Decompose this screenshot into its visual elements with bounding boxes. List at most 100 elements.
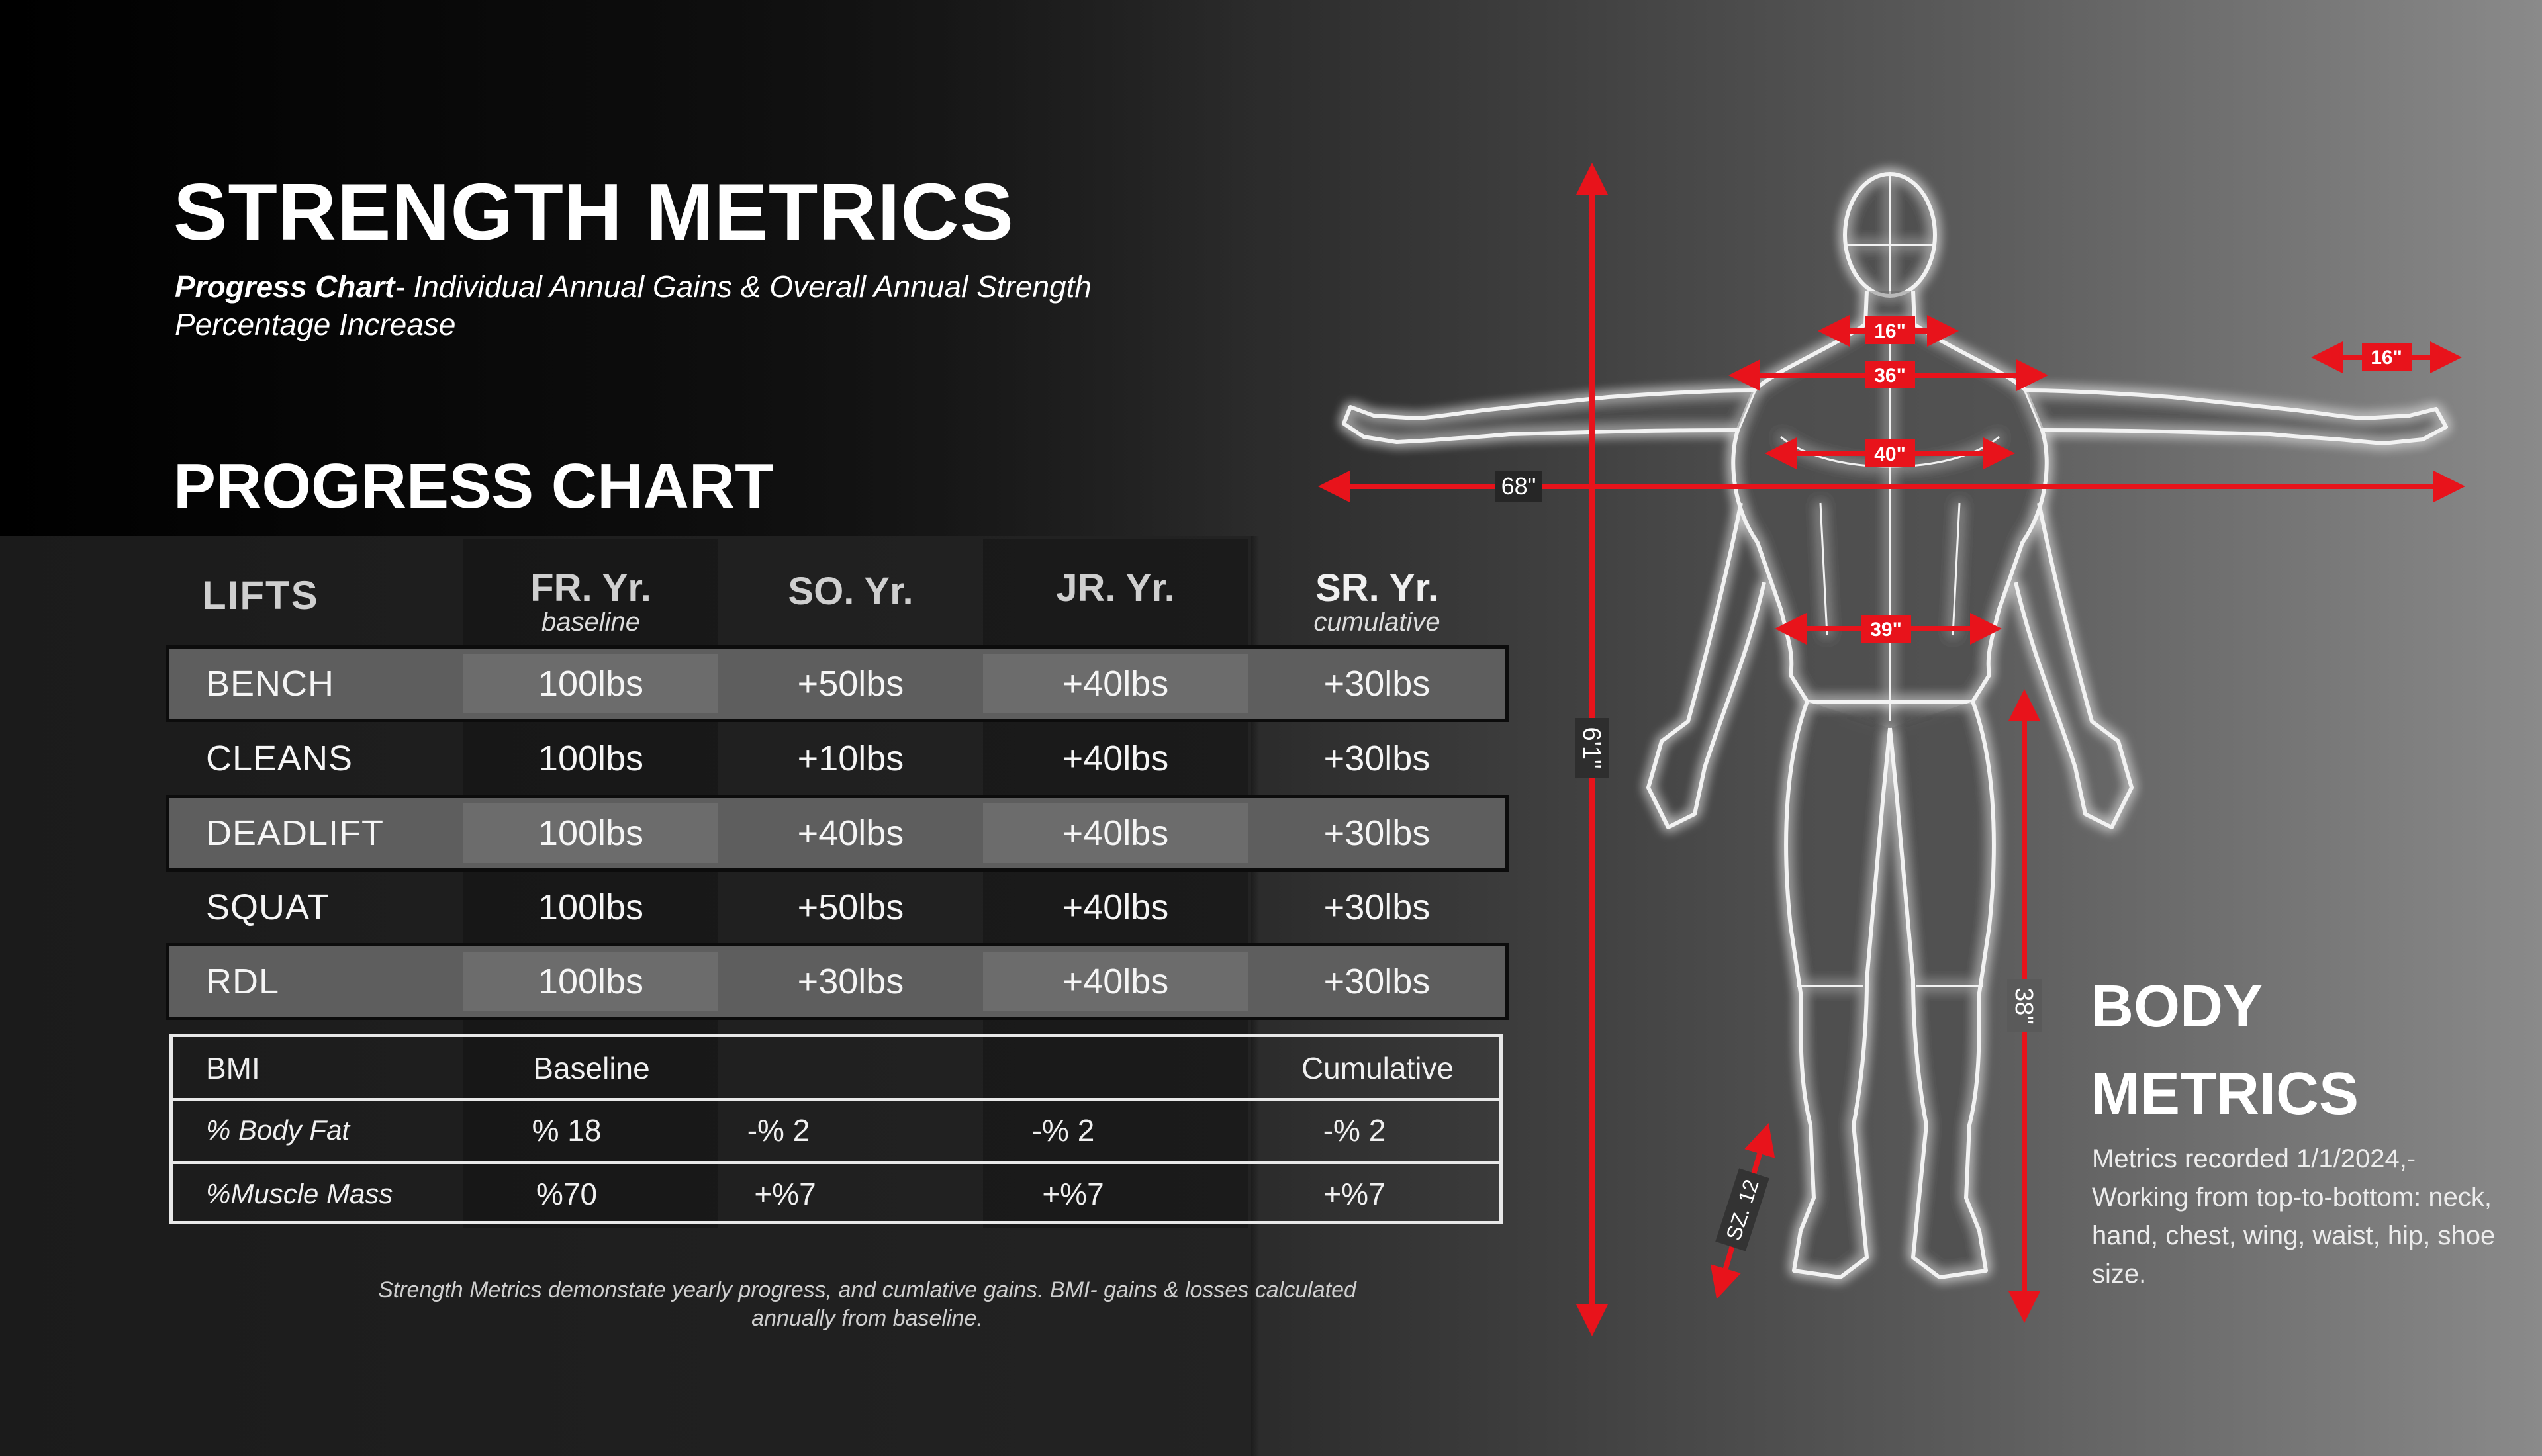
bmi-label: %Muscle Mass: [206, 1178, 393, 1209]
header-jr: JR. Yr.: [983, 566, 1248, 610]
table-row: DEADLIFT 100lbs +40lbs +40lbs +30lbs: [166, 795, 1509, 872]
bmi-row: BMI Baseline Cumulative: [173, 1037, 1499, 1099]
lift-value: 100lbs: [538, 739, 644, 778]
bmi-value: +%7: [1323, 1177, 1386, 1211]
neck-label-box: [1865, 316, 1915, 344]
shoe-label-box: [1715, 1168, 1769, 1251]
bmi-divider: [173, 1161, 1499, 1164]
lift-value: 100lbs: [538, 887, 644, 927]
shoe-label-group: SZ. 12: [1715, 1168, 1769, 1251]
hand-label-box: [2362, 343, 2412, 371]
body-metrics-title: BODY METRICS: [2091, 963, 2359, 1138]
cell-background: [983, 803, 1248, 863]
cell-background: [463, 654, 718, 713]
lift-value: +40lbs: [1062, 739, 1169, 778]
hip-label-box: [1861, 615, 1911, 643]
lift-value: +40lbs: [1062, 813, 1169, 853]
figure-lower-right-arm: [2014, 502, 2134, 829]
bmi-label: BMI: [206, 1051, 260, 1085]
chest-label: 36": [1874, 365, 1906, 387]
bmi-value: +%7: [754, 1177, 816, 1211]
measurement-labels: 16" 36" 40" 39" 16" 68" 6'1" 38" SZ. 12: [1495, 316, 2412, 1251]
figure-right-leg: [1888, 700, 1996, 1279]
lift-value: +30lbs: [1323, 962, 1431, 1001]
bmi-value: -% 2: [747, 1113, 810, 1148]
table-row: SQUAT 100lbs +50lbs +40lbs +30lbs: [169, 872, 1505, 942]
hip-label: 39": [1870, 619, 1902, 641]
height-label: 6'1": [1577, 727, 1605, 768]
wingspan-label-box: [1495, 471, 1542, 502]
inseam-label-box: [2007, 979, 2042, 1032]
lift-name: BENCH: [206, 664, 335, 704]
bmi-value: +%7: [1042, 1177, 1104, 1211]
header-sr-sub: cumulative: [1313, 608, 1440, 637]
lift-value: 100lbs: [538, 962, 644, 1001]
figure-lower-left-arm: [1646, 502, 1766, 829]
height-label-box: [1575, 718, 1609, 778]
figure-left-arm: [1342, 388, 1755, 444]
lift-name: DEADLIFT: [206, 813, 385, 853]
bmi-value: % 18: [532, 1113, 602, 1148]
wing-label-box: [1865, 439, 1915, 467]
neck-label: 16": [1874, 320, 1906, 342]
cell-background: [983, 654, 1248, 713]
lift-value: +10lbs: [797, 739, 904, 778]
bmi-value: Baseline: [533, 1051, 650, 1085]
bmi-label: % Body Fat: [206, 1115, 350, 1146]
body-metrics-title-line1: BODY: [2091, 974, 2263, 1040]
inseam-label-group: 38": [2007, 979, 2042, 1032]
lift-value: +30lbs: [1323, 664, 1431, 704]
bmi-row: % Body Fat % 18 -% 2 -% 2 -% 2: [173, 1099, 1499, 1161]
wing-label: 40": [1874, 443, 1906, 465]
table-row: CLEANS 100lbs +10lbs +40lbs +30lbs: [169, 723, 1505, 794]
lift-value: +40lbs: [1062, 962, 1169, 1001]
lift-value: +30lbs: [1323, 887, 1431, 927]
bmi-row: %Muscle Mass %70 +%7 +%7 +%7: [173, 1163, 1499, 1225]
header-so: SO. Yr.: [722, 569, 980, 614]
chest-label-box: [1865, 361, 1915, 388]
subtitle-rest: - Individual Annual Gains & Overall Annu…: [175, 269, 1092, 341]
wingspan-label: 68": [1501, 473, 1536, 500]
lift-value: 100lbs: [538, 813, 644, 853]
body-metrics-title-line2: METRICS: [2091, 1061, 2359, 1127]
lift-name: CLEANS: [206, 739, 353, 778]
page-subtitle: Progress Chart- Individual Annual Gains …: [175, 268, 1115, 343]
header-sr-label: SR. Yr.: [1315, 567, 1438, 610]
bmi-table: BMI Baseline Cumulative % Body Fat % 18 …: [169, 1034, 1503, 1224]
lift-value: +40lbs: [1062, 887, 1169, 927]
bmi-value: -% 2: [1323, 1113, 1386, 1148]
footnote: Strength Metrics demonstate yearly progr…: [378, 1277, 1356, 1331]
header-lifts: LIFTS: [202, 573, 319, 617]
hand-label: 16": [2371, 347, 2402, 369]
bmi-value: Cumulative: [1301, 1051, 1454, 1085]
header-fr-sub: baseline: [541, 608, 640, 637]
lift-value: +40lbs: [1062, 664, 1169, 704]
bmi-value: %70: [536, 1177, 598, 1211]
lift-value: +50lbs: [797, 887, 904, 927]
table-row: BENCH 100lbs +50lbs +40lbs +30lbs: [166, 645, 1509, 722]
cell-background: [463, 952, 718, 1011]
progress-chart-title: PROGRESS CHART: [173, 451, 774, 522]
lift-value: +50lbs: [797, 664, 904, 704]
header-background: [0, 0, 1258, 536]
figure-right-arm: [2025, 388, 2448, 445]
lift-value: +30lbs: [1323, 813, 1431, 853]
subtitle-bold: Progress Chart: [175, 269, 395, 304]
header-so-label: SO. Yr.: [788, 570, 914, 613]
lift-value: +30lbs: [1323, 739, 1431, 778]
height-label-group: 6'1": [1575, 718, 1609, 778]
header-sr: SR. Yr. cumulative: [1248, 566, 1506, 637]
lift-name: RDL: [206, 962, 280, 1001]
bmi-divider: [173, 1098, 1499, 1101]
lift-name: SQUAT: [206, 887, 330, 927]
header-jr-label: JR. Yr.: [1056, 567, 1175, 610]
figure-left-leg: [1784, 700, 1892, 1279]
bmi-value: -% 2: [1031, 1113, 1095, 1148]
lift-value: 100lbs: [538, 664, 644, 704]
header-fr: FR. Yr. baseline: [463, 566, 718, 637]
human-figure: [1342, 172, 2448, 1279]
lift-value: +40lbs: [797, 813, 904, 853]
table-row: RDL 100lbs +30lbs +40lbs +30lbs: [166, 943, 1509, 1020]
header-fr-label: FR. Yr.: [530, 567, 651, 610]
